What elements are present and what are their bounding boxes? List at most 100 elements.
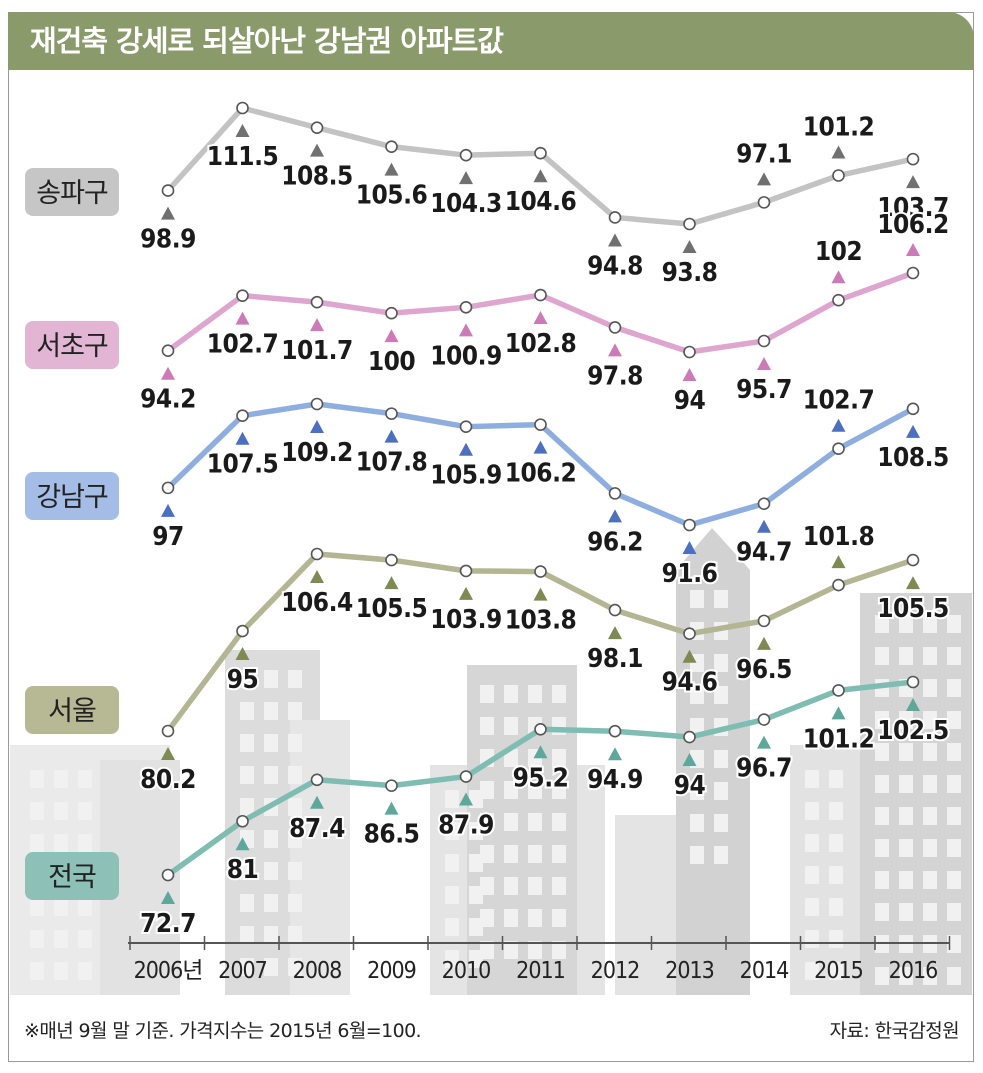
- data-marker-triangle: [161, 747, 175, 760]
- footnote: ※매년 9월 말 기준. 가격지수는 2015년 6월=100.: [24, 1020, 422, 1042]
- data-marker-triangle: [682, 240, 697, 253]
- data-point: [459, 770, 473, 783]
- x-tick-label: 2011: [516, 958, 565, 984]
- data-point: [534, 722, 547, 736]
- data-point: [757, 614, 771, 628]
- data-label: 96.7: [736, 754, 792, 784]
- data-marker-triangle: [831, 145, 846, 159]
- data-marker-triangle: [384, 576, 399, 590]
- data-label: 97: [152, 522, 184, 552]
- data-label: 105.9: [430, 461, 502, 491]
- data-point: [310, 397, 324, 411]
- x-tick-label: 2006년: [134, 958, 203, 984]
- data-label: 104.6: [505, 187, 577, 217]
- data-label: 94: [674, 771, 706, 801]
- data-label: 108.5: [877, 443, 949, 473]
- data-marker-triangle: [533, 311, 548, 325]
- data-marker-triangle: [533, 169, 548, 183]
- data-point: [683, 217, 696, 231]
- data-label: 101.2: [803, 724, 875, 754]
- data-point: [534, 146, 547, 160]
- data-label: 100: [368, 347, 416, 377]
- data-marker-triangle: [310, 318, 324, 332]
- data-label: 105.6: [356, 181, 428, 211]
- data-marker-triangle: [906, 243, 920, 256]
- data-marker-triangle: [235, 837, 250, 851]
- data-marker-triangle: [831, 706, 846, 720]
- data-label: 111.5: [207, 142, 279, 172]
- data-point: [459, 301, 473, 314]
- data-point: [832, 442, 845, 455]
- series-name-text: 송파구: [36, 178, 108, 209]
- series-name-text: 전국: [48, 862, 96, 893]
- data-point: [459, 420, 473, 433]
- data-label: 103.8: [505, 606, 577, 636]
- series-name-label: 송파구: [25, 168, 119, 216]
- data-label: 105.5: [356, 594, 428, 624]
- data-marker-triangle: [608, 626, 622, 640]
- data-point: [832, 578, 845, 592]
- series-name-text: 서초구: [36, 331, 108, 362]
- data-marker-triangle: [533, 745, 548, 759]
- data-marker-triangle: [757, 356, 771, 370]
- data-label: 108.5: [281, 162, 353, 192]
- data-marker-triangle: [906, 698, 920, 711]
- data-point: [161, 344, 175, 358]
- data-label: 106.2: [877, 210, 949, 240]
- data-point: [906, 553, 920, 567]
- data-label: 94: [674, 386, 706, 416]
- data-label: 94.8: [587, 251, 643, 281]
- data-marker-triangle: [533, 440, 548, 454]
- data-marker-triangle: [608, 747, 622, 761]
- data-point: [236, 289, 249, 302]
- data-marker-triangle: [384, 329, 399, 343]
- data-point: [236, 409, 249, 422]
- data-marker-triangle: [757, 519, 771, 533]
- data-point: [608, 724, 622, 738]
- data-marker-triangle: [459, 323, 473, 337]
- data-label: 102.8: [505, 329, 577, 359]
- series-name-label: 전국: [25, 852, 119, 900]
- data-label: 95.7: [736, 375, 792, 405]
- skyline-windows: [30, 590, 961, 985]
- data-point: [608, 321, 622, 334]
- data-label: 93.8: [662, 258, 718, 288]
- data-marker-triangle: [459, 171, 473, 185]
- data-label: 86.5: [364, 820, 420, 850]
- data-point: [236, 814, 249, 828]
- data-point: [161, 184, 175, 197]
- data-label: 102.5: [877, 716, 949, 746]
- data-point: [683, 345, 696, 359]
- series-name-label: 서초구: [25, 321, 119, 369]
- data-marker-triangle: [384, 429, 399, 443]
- data-marker-triangle: [533, 587, 548, 601]
- data-label: 95: [227, 665, 259, 695]
- data-point: [906, 402, 920, 416]
- series-name-label: 강남구: [25, 472, 119, 520]
- data-label: 101.7: [281, 336, 353, 366]
- data-point: [832, 293, 845, 307]
- data-marker-triangle: [161, 366, 175, 380]
- data-label: 98.9: [140, 225, 196, 255]
- data-label: 107.5: [207, 450, 279, 480]
- data-point: [236, 624, 249, 638]
- series-3: 강남구 97 107.5 109.2 107.8 105.9 106.2 96.2 91.6 94…: [25, 384, 951, 591]
- data-label: 98.1: [587, 644, 643, 674]
- x-tick-label: 2016: [889, 958, 938, 984]
- data-label: 87.4: [289, 814, 345, 844]
- data-label: 94.2: [140, 385, 196, 415]
- source-note: 자료: 한국감정원: [829, 1020, 960, 1042]
- data-label: 106.4: [281, 588, 353, 618]
- data-point: [385, 779, 398, 792]
- data-label: 81: [227, 855, 259, 885]
- series-name-label: 서울: [25, 686, 119, 734]
- data-label: 91.6: [662, 559, 718, 589]
- data-point: [459, 148, 473, 162]
- data-marker-triangle: [235, 431, 250, 445]
- data-marker-triangle: [831, 418, 846, 432]
- data-point: [310, 547, 324, 561]
- data-marker-triangle: [906, 175, 920, 189]
